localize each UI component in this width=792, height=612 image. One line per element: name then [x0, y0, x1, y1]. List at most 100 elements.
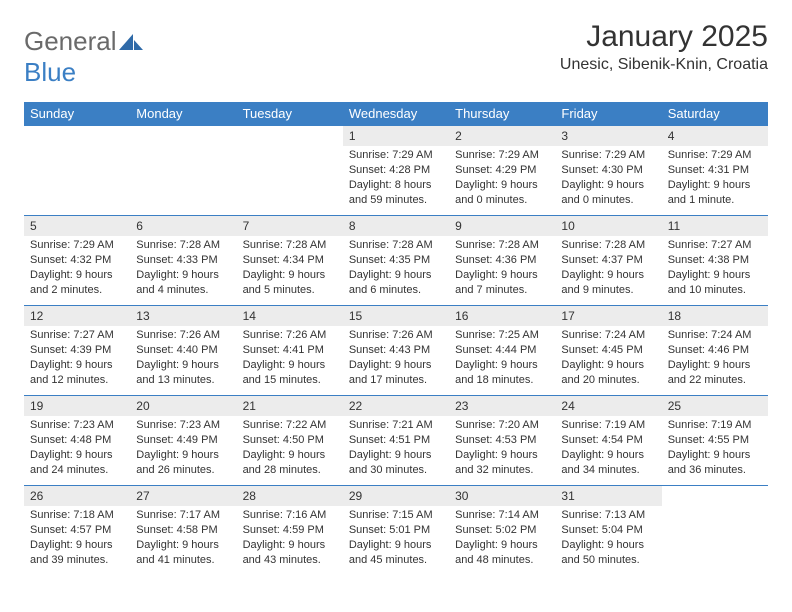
location: Unesic, Sibenik-Knin, Croatia — [560, 56, 768, 74]
day-details: Sunrise: 7:22 AMSunset: 4:50 PMDaylight:… — [237, 416, 343, 481]
day-cell: 29Sunrise: 7:15 AMSunset: 5:01 PMDayligh… — [343, 486, 449, 576]
daylight-line: Daylight: 9 hours and 26 minutes. — [136, 448, 230, 478]
sunset-line: Sunset: 4:28 PM — [349, 163, 443, 178]
day-details: Sunrise: 7:17 AMSunset: 4:58 PMDaylight:… — [130, 506, 236, 571]
day-number: 8 — [343, 216, 449, 236]
day-number: 6 — [130, 216, 236, 236]
daylight-line: Daylight: 9 hours and 22 minutes. — [668, 358, 762, 388]
sunset-line: Sunset: 4:44 PM — [455, 343, 549, 358]
sunset-line: Sunset: 4:34 PM — [243, 253, 337, 268]
logo-word-1: General — [24, 26, 117, 56]
day-number: 13 — [130, 306, 236, 326]
calendar-body: 1Sunrise: 7:29 AMSunset: 4:28 PMDaylight… — [24, 126, 768, 576]
day-number: 16 — [449, 306, 555, 326]
weekday-header: Saturday — [662, 102, 768, 126]
day-details: Sunrise: 7:28 AMSunset: 4:37 PMDaylight:… — [555, 236, 661, 301]
sunrise-line: Sunrise: 7:22 AM — [243, 418, 337, 433]
daylight-line: Daylight: 9 hours and 1 minute. — [668, 178, 762, 208]
calendar-row: 12Sunrise: 7:27 AMSunset: 4:39 PMDayligh… — [24, 306, 768, 396]
day-cell: 27Sunrise: 7:17 AMSunset: 4:58 PMDayligh… — [130, 486, 236, 576]
weekday-header: Friday — [555, 102, 661, 126]
calendar-head: SundayMondayTuesdayWednesdayThursdayFrid… — [24, 102, 768, 126]
sunset-line: Sunset: 4:58 PM — [136, 523, 230, 538]
day-details: Sunrise: 7:26 AMSunset: 4:41 PMDaylight:… — [237, 326, 343, 391]
day-details: Sunrise: 7:26 AMSunset: 4:40 PMDaylight:… — [130, 326, 236, 391]
daylight-line: Daylight: 9 hours and 28 minutes. — [243, 448, 337, 478]
day-number: 9 — [449, 216, 555, 236]
sunrise-line: Sunrise: 7:29 AM — [349, 148, 443, 163]
sunset-line: Sunset: 4:51 PM — [349, 433, 443, 448]
sunrise-line: Sunrise: 7:29 AM — [455, 148, 549, 163]
day-details: Sunrise: 7:24 AMSunset: 4:46 PMDaylight:… — [662, 326, 768, 391]
calendar-row: 19Sunrise: 7:23 AMSunset: 4:48 PMDayligh… — [24, 396, 768, 486]
sunset-line: Sunset: 4:38 PM — [668, 253, 762, 268]
empty-cell — [662, 486, 768, 576]
daylight-line: Daylight: 9 hours and 7 minutes. — [455, 268, 549, 298]
daylight-line: Daylight: 9 hours and 32 minutes. — [455, 448, 549, 478]
day-number: 10 — [555, 216, 661, 236]
day-details: Sunrise: 7:29 AMSunset: 4:30 PMDaylight:… — [555, 146, 661, 211]
daylight-line: Daylight: 9 hours and 6 minutes. — [349, 268, 443, 298]
sunset-line: Sunset: 4:57 PM — [30, 523, 124, 538]
day-cell: 18Sunrise: 7:24 AMSunset: 4:46 PMDayligh… — [662, 306, 768, 396]
day-details: Sunrise: 7:24 AMSunset: 4:45 PMDaylight:… — [555, 326, 661, 391]
empty-cell — [130, 126, 236, 216]
daylight-line: Daylight: 8 hours and 59 minutes. — [349, 178, 443, 208]
calendar-row: 1Sunrise: 7:29 AMSunset: 4:28 PMDaylight… — [24, 126, 768, 216]
day-cell: 6Sunrise: 7:28 AMSunset: 4:33 PMDaylight… — [130, 216, 236, 306]
sunset-line: Sunset: 4:41 PM — [243, 343, 337, 358]
sunrise-line: Sunrise: 7:29 AM — [30, 238, 124, 253]
sunset-line: Sunset: 4:46 PM — [668, 343, 762, 358]
day-number: 2 — [449, 126, 555, 146]
day-number: 27 — [130, 486, 236, 506]
day-number: 29 — [343, 486, 449, 506]
sunset-line: Sunset: 4:49 PM — [136, 433, 230, 448]
title-block: January 2025 Unesic, Sibenik-Knin, Croat… — [560, 20, 768, 74]
day-number: 26 — [24, 486, 130, 506]
day-cell: 28Sunrise: 7:16 AMSunset: 4:59 PMDayligh… — [237, 486, 343, 576]
sunset-line: Sunset: 4:40 PM — [136, 343, 230, 358]
sunset-line: Sunset: 4:59 PM — [243, 523, 337, 538]
day-cell: 20Sunrise: 7:23 AMSunset: 4:49 PMDayligh… — [130, 396, 236, 486]
day-details: Sunrise: 7:29 AMSunset: 4:29 PMDaylight:… — [449, 146, 555, 211]
sunset-line: Sunset: 4:50 PM — [243, 433, 337, 448]
daylight-line: Daylight: 9 hours and 10 minutes. — [668, 268, 762, 298]
sunrise-line: Sunrise: 7:17 AM — [136, 508, 230, 523]
sunset-line: Sunset: 4:35 PM — [349, 253, 443, 268]
day-number: 12 — [24, 306, 130, 326]
sunrise-line: Sunrise: 7:26 AM — [243, 328, 337, 343]
sunrise-line: Sunrise: 7:28 AM — [136, 238, 230, 253]
calendar-table: SundayMondayTuesdayWednesdayThursdayFrid… — [24, 102, 768, 576]
day-details: Sunrise: 7:28 AMSunset: 4:33 PMDaylight:… — [130, 236, 236, 301]
calendar-row: 26Sunrise: 7:18 AMSunset: 4:57 PMDayligh… — [24, 486, 768, 576]
day-details: Sunrise: 7:26 AMSunset: 4:43 PMDaylight:… — [343, 326, 449, 391]
sunrise-line: Sunrise: 7:19 AM — [668, 418, 762, 433]
sunrise-line: Sunrise: 7:29 AM — [668, 148, 762, 163]
day-cell: 24Sunrise: 7:19 AMSunset: 4:54 PMDayligh… — [555, 396, 661, 486]
daylight-line: Daylight: 9 hours and 30 minutes. — [349, 448, 443, 478]
day-number: 28 — [237, 486, 343, 506]
sunrise-line: Sunrise: 7:26 AM — [136, 328, 230, 343]
sunrise-line: Sunrise: 7:20 AM — [455, 418, 549, 433]
day-number: 17 — [555, 306, 661, 326]
day-details: Sunrise: 7:23 AMSunset: 4:48 PMDaylight:… — [24, 416, 130, 481]
day-cell: 26Sunrise: 7:18 AMSunset: 4:57 PMDayligh… — [24, 486, 130, 576]
sunset-line: Sunset: 4:32 PM — [30, 253, 124, 268]
sunset-line: Sunset: 5:01 PM — [349, 523, 443, 538]
day-details: Sunrise: 7:28 AMSunset: 4:35 PMDaylight:… — [343, 236, 449, 301]
weekday-header: Tuesday — [237, 102, 343, 126]
day-details: Sunrise: 7:19 AMSunset: 4:54 PMDaylight:… — [555, 416, 661, 481]
sunset-line: Sunset: 4:53 PM — [455, 433, 549, 448]
day-number: 23 — [449, 396, 555, 416]
day-cell: 22Sunrise: 7:21 AMSunset: 4:51 PMDayligh… — [343, 396, 449, 486]
day-cell: 4Sunrise: 7:29 AMSunset: 4:31 PMDaylight… — [662, 126, 768, 216]
sunrise-line: Sunrise: 7:28 AM — [561, 238, 655, 253]
logo: General Blue — [24, 26, 143, 88]
daylight-line: Daylight: 9 hours and 18 minutes. — [455, 358, 549, 388]
daylight-line: Daylight: 9 hours and 41 minutes. — [136, 538, 230, 568]
sunset-line: Sunset: 4:31 PM — [668, 163, 762, 178]
day-cell: 16Sunrise: 7:25 AMSunset: 4:44 PMDayligh… — [449, 306, 555, 396]
daylight-line: Daylight: 9 hours and 43 minutes. — [243, 538, 337, 568]
sunset-line: Sunset: 4:37 PM — [561, 253, 655, 268]
day-number: 11 — [662, 216, 768, 236]
